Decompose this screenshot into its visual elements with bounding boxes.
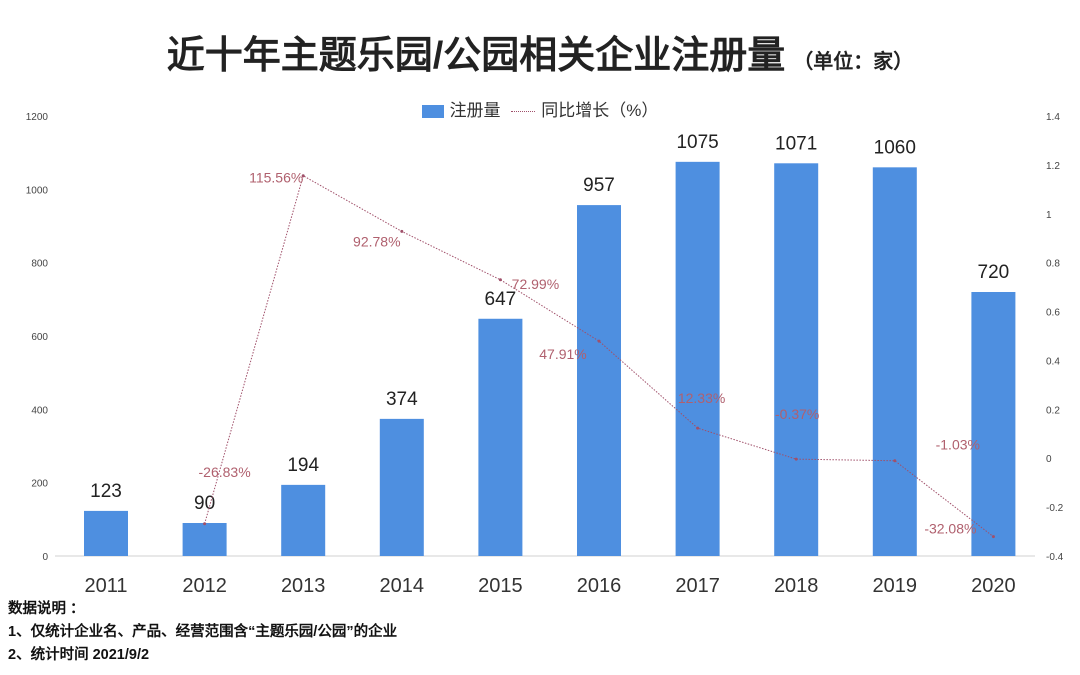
growth-label: 92.78%: [353, 233, 400, 249]
legend-bar-label: 注册量: [449, 101, 501, 120]
right-axis-tick: 0.6: [1046, 308, 1060, 319]
bar-value-label: 374: [386, 389, 418, 410]
legend-line-swatch: [511, 111, 536, 113]
bar-2019: [872, 167, 917, 557]
left-axis-tick: 600: [31, 332, 48, 343]
left-axis-tick: 1200: [26, 112, 49, 123]
growth-point: [301, 174, 305, 178]
growth-label: -1.03%: [936, 437, 980, 453]
growth-label: -0.37%: [775, 406, 819, 422]
right-axis-tick: 0.8: [1046, 259, 1060, 270]
growth-point: [203, 522, 207, 526]
bar-2014: [379, 418, 424, 556]
x-axis-tick: 2018: [774, 575, 819, 597]
x-axis-tick: 2020: [971, 575, 1016, 597]
bar-value-label: 90: [194, 493, 215, 514]
bar-value-label: 720: [978, 262, 1010, 283]
right-axis-tick: -0.2: [1046, 503, 1064, 514]
growth-point: [597, 339, 601, 343]
left-axis-tick: 800: [31, 259, 48, 270]
bar-value-label: 957: [583, 175, 615, 196]
legend-line-label: 同比增长（%）: [541, 101, 659, 120]
bar-2012: [182, 523, 227, 556]
legend-bar-swatch: [421, 105, 444, 119]
x-axis-tick: 2019: [873, 575, 918, 597]
x-axis-tick: 2015: [478, 575, 523, 597]
x-axis-tick: 2017: [675, 575, 720, 597]
growth-label: 47.91%: [539, 346, 586, 362]
bar-value-label: 123: [90, 481, 122, 502]
notes-item: 2、统计时间 2021/9/2: [8, 647, 150, 663]
data-notes: 数据说明 ： 1、仅统计企业名、产品、经营范围含“主题乐园/公园”的企业 2、统…: [8, 598, 397, 667]
right-axis-tick: 0.4: [1046, 356, 1060, 367]
legend: 注册量 同比增长（%）: [0, 96, 1080, 121]
growth-point: [794, 457, 798, 461]
bar-value-label: 194: [287, 455, 319, 476]
left-axis-tick: 400: [31, 405, 48, 416]
growth-point: [498, 278, 502, 282]
bar-2011: [84, 510, 128, 556]
x-axis-tick: 2011: [84, 575, 127, 597]
x-axis-tick: 2012: [182, 575, 227, 597]
bar-2020: [971, 292, 1016, 556]
bar-value-label: 1060: [874, 137, 916, 158]
growth-label: -26.83%: [199, 464, 251, 480]
notes-item: 1、仅统计企业名、产品、经营范围含“主题乐园/公园”的企业: [8, 624, 398, 640]
chart-plot: 0 200 400 600 800 1000 1200 -0.4 -0.2 0 0.2 0.4 0.6 0…: [26, 112, 1064, 597]
growth-point: [893, 459, 897, 463]
x-axis-tick: 2014: [380, 575, 425, 597]
notes-heading: 数据说明 ：: [8, 601, 85, 617]
growth-label: 115.56%: [249, 170, 303, 186]
bar-value-label: 647: [485, 289, 517, 310]
growth-point: [696, 426, 700, 430]
right-axis-tick: 1: [1046, 210, 1052, 221]
bar-value-label: 1075: [676, 132, 718, 153]
x-axis-tick: 2013: [281, 575, 326, 597]
right-axis-tick: 1.2: [1046, 161, 1060, 172]
bar-value-label: 1071: [775, 133, 817, 154]
chart-title: 近十年主题乐园/公园相关企业注册量 （单位：家）: [0, 24, 1080, 79]
right-axis-tick: 1.4: [1046, 112, 1060, 123]
growth-label: 72.99%: [512, 276, 559, 292]
bar-2013: [281, 484, 326, 556]
title-unit: （单位：家）: [793, 51, 914, 73]
x-axis-tick: 2016: [577, 575, 622, 597]
growth-label: 12.33%: [678, 390, 725, 406]
left-axis-tick: 200: [31, 479, 48, 490]
bar-2015: [478, 318, 523, 556]
bar-2017: [675, 161, 720, 557]
growth-label: -32.08%: [924, 521, 976, 537]
bar-2018: [774, 163, 819, 557]
growth-point: [991, 535, 995, 539]
growth-point: [400, 229, 404, 233]
title-main: 近十年主题乐园/公园相关企业注册量: [166, 35, 786, 77]
left-axis-tick: 0: [42, 552, 48, 563]
right-axis-tick: 0.2: [1046, 405, 1060, 416]
right-axis-tick: -0.4: [1046, 552, 1064, 563]
left-axis-tick: 1000: [26, 185, 49, 196]
bar-2016: [577, 205, 621, 556]
growth-line: [204, 174, 994, 538]
right-axis-tick: 0: [1046, 454, 1052, 465]
